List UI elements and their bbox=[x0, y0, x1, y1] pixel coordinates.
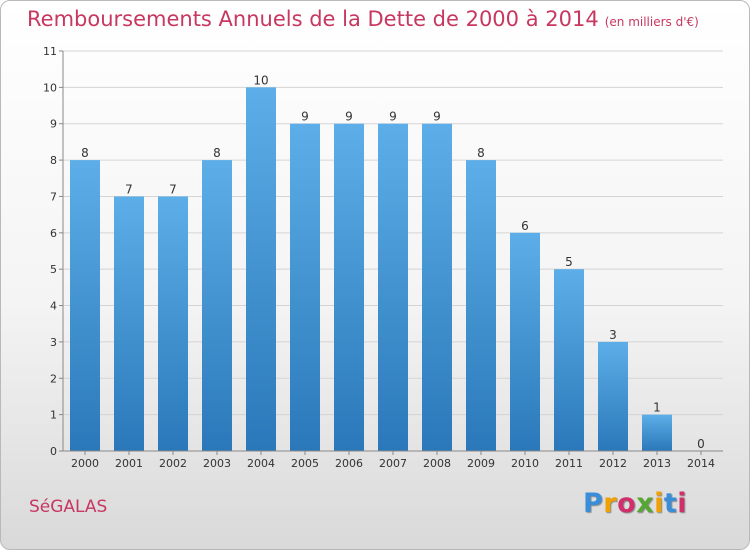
y-tick-label: 1 bbox=[50, 409, 57, 422]
x-tick-label: 2011 bbox=[555, 457, 583, 470]
y-tick-label: 11 bbox=[43, 45, 57, 58]
bar-2000 bbox=[70, 160, 100, 451]
bar-2004 bbox=[246, 87, 276, 451]
bar-2006 bbox=[334, 123, 364, 452]
y-tick-label: 3 bbox=[50, 336, 57, 349]
y-tick-label: 7 bbox=[50, 190, 57, 203]
logo-letter: i bbox=[654, 488, 664, 519]
x-tick-label: 2012 bbox=[599, 457, 627, 470]
value-label: 8 bbox=[477, 146, 485, 160]
town-name: SéGALAS bbox=[29, 497, 108, 517]
bars bbox=[70, 87, 672, 452]
bar-2013 bbox=[642, 414, 672, 451]
value-label: 8 bbox=[213, 146, 221, 160]
logo-letter: t bbox=[663, 488, 678, 519]
logo-letter: o bbox=[617, 488, 637, 519]
bar-2005 bbox=[290, 123, 320, 452]
bar-2007 bbox=[378, 123, 408, 452]
unit-label: (en milliers d'€) bbox=[604, 15, 699, 29]
value-label: 0 bbox=[697, 437, 705, 451]
x-tick-label: 2005 bbox=[291, 457, 319, 470]
logo-letter: x bbox=[636, 488, 655, 519]
value-label: 8 bbox=[81, 146, 89, 160]
x-tick-label: 2004 bbox=[247, 457, 275, 470]
value-label: 3 bbox=[609, 328, 617, 342]
value-label: 9 bbox=[389, 110, 397, 124]
bar-2012 bbox=[598, 341, 628, 451]
value-label: 9 bbox=[345, 110, 353, 124]
y-tick-label: 2 bbox=[50, 372, 57, 385]
value-label: 7 bbox=[125, 182, 133, 196]
x-tick-label: 2003 bbox=[203, 457, 231, 470]
bar-2003 bbox=[202, 160, 232, 451]
value-label: 9 bbox=[301, 110, 309, 124]
x-tick-label: 2008 bbox=[423, 457, 451, 470]
value-label: 7 bbox=[169, 182, 177, 196]
y-tick-label: 9 bbox=[50, 118, 57, 131]
y-tick-label: 5 bbox=[50, 263, 57, 276]
bar-2011 bbox=[554, 269, 584, 451]
x-tick-label: 2002 bbox=[159, 457, 187, 470]
x-tick-label: 2007 bbox=[379, 457, 407, 470]
logo-letter: i bbox=[677, 488, 688, 519]
chart-title: Remboursements Annuels de la Dette de 20… bbox=[27, 7, 699, 31]
value-label: 1 bbox=[653, 401, 661, 415]
x-tick-label: 2010 bbox=[511, 457, 539, 470]
bar-2002 bbox=[158, 196, 188, 451]
value-label: 10 bbox=[253, 73, 268, 87]
logo-letter: P bbox=[583, 488, 604, 519]
x-tick-label: 2006 bbox=[335, 457, 363, 470]
y-tick-label: 10 bbox=[43, 81, 57, 94]
bar-2010 bbox=[510, 232, 540, 451]
value-label: 5 bbox=[565, 255, 573, 269]
x-tick-label: 2000 bbox=[71, 457, 99, 470]
bar-2001 bbox=[114, 196, 144, 451]
bar-2009 bbox=[466, 160, 496, 451]
x-tick-label: 2001 bbox=[115, 457, 143, 470]
y-tick-label: 6 bbox=[50, 227, 57, 240]
logo-letter: r bbox=[603, 488, 618, 519]
title-text: Remboursements Annuels de la Dette de 20… bbox=[27, 7, 599, 31]
value-label: 6 bbox=[521, 219, 529, 233]
x-tick-label: 2014 bbox=[687, 457, 715, 470]
y-tick-label: 8 bbox=[50, 154, 57, 167]
proxiti-logo[interactable]: Proxiti bbox=[583, 488, 693, 524]
axes bbox=[59, 50, 723, 455]
x-tick-label: 2013 bbox=[643, 457, 671, 470]
y-tick-label: 4 bbox=[50, 300, 57, 313]
x-tick-label: 2009 bbox=[467, 457, 495, 470]
labels: 0123456789101182000720017200282003102004… bbox=[43, 45, 715, 470]
bar-2008 bbox=[422, 123, 452, 452]
value-label: 9 bbox=[433, 110, 441, 124]
y-tick-label: 0 bbox=[50, 445, 57, 458]
